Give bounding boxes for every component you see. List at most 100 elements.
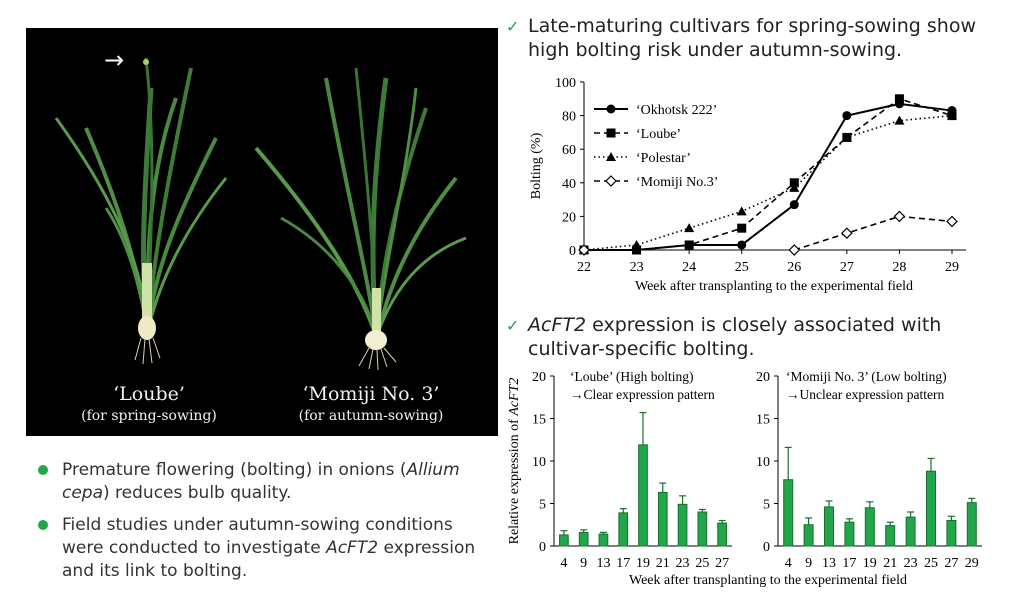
x-tick-label: 17 [842,556,856,571]
y-tick-label: 5 [539,498,546,513]
y-tick-label: 5 [763,498,770,513]
heading-bottom-line2: cultivar-specific bolting. [528,338,755,360]
panel-title: ‘Loube’ (High bolting) [570,369,693,384]
data-point [894,115,905,125]
y-tick-label: 10 [532,455,546,470]
y-axis-label-text: Relative expression of [507,416,522,545]
series-line [584,97,953,251]
bar [559,534,569,547]
y-tick-label: 15 [532,413,546,428]
loube-label: ‘Loube’ [113,383,185,405]
y-tick-label: 10 [756,455,770,470]
x-tick-label: 23 [676,556,690,571]
data-point [578,244,590,256]
momiji-label: ‘Momiji No. 3’ [302,383,440,405]
heading-bottom-line1: AcFT2 expression is closely associated w… [528,313,1018,337]
x-axis-label: Week after transplanting to the experime… [629,573,907,588]
bar-panel-1: 0 5 10 15 20 ‘Momiji No. 3’ (Low bolting) →Unc… [756,369,982,571]
bullet-bolting-pre: Premature flowering (bolting) in onions [62,460,395,480]
arrow-icon: → [104,46,124,74]
x-tick-label: 25 [735,260,749,275]
x-tick-label: 29 [945,260,959,275]
legend-marker [606,128,616,138]
x-tick-label: 25 [695,556,709,571]
x-tick-label: 19 [636,556,650,571]
bolting-line-chart: 0 20 40 60 80 100 22 23 24 25 26 27 28 29 Week after t… [529,76,966,294]
legend-label: ‘Polestar’ [636,151,691,166]
bullet-dot-icon [38,465,48,475]
data-point [737,223,747,233]
data-point [842,111,852,121]
data-point [632,245,642,255]
bullet-dot-icon [38,520,48,530]
x-tick-label: 22 [577,260,591,275]
series-3: ‘Momiji No.3’ [578,175,958,256]
y-tick-label: 80 [562,110,576,125]
panel-subtitle: →Unclear expression pattern [786,387,944,402]
y-tick-label: 60 [562,143,576,158]
bar [783,479,794,547]
heading-bottom-rest: expression is closely associated with [586,314,942,336]
legend-marker [606,104,616,114]
x-tick-label: 27 [840,260,854,275]
x-tick-label: 19 [863,556,877,571]
bullet-bolting-species: Allium cepa [62,460,460,503]
x-tick-label: 28 [892,260,906,275]
onion-photo: → ‘Loube’ (for spring-sowing) ‘Momiji No… [26,28,498,436]
x-tick-label: 4 [560,556,567,571]
bullet-field-studies: Field studies under autumn-sowing condit… [38,514,478,584]
data-point [684,240,694,250]
bar [638,444,648,547]
heading-bolting-risk: ✓ Late-maturing cultivars for spring-sow… [506,14,1016,64]
y-tick-label: 0 [539,540,546,555]
bar [844,521,855,547]
legend-marker [606,152,616,161]
bar [657,491,668,547]
momiji-sub: (for autumn-sowing) [298,408,444,424]
data-point [789,178,799,188]
data-point [946,215,958,228]
x-tick-label: 21 [656,556,670,571]
y-tick-label: 20 [756,370,770,385]
x-tick-label: 17 [616,556,630,571]
x-tick-label: 26 [787,260,801,275]
x-tick-label: 9 [805,556,812,571]
data-point [631,239,642,249]
legend-label: ‘Loube’ [636,127,681,142]
heading-gene: AcFT2 [528,314,587,336]
heading-top-line2: high bolting risk under autumn-sowing. [528,39,903,61]
y-axis-label-gene: AcFT2 [507,378,522,417]
bullet-field-gene: AcFT2 [326,538,379,558]
panel-title: ‘Momiji No. 3’ (Low bolting) [786,369,947,384]
x-tick-label: 25 [924,556,938,571]
x-tick-label: 4 [785,556,792,571]
bullet-bolting-post: ) reduces bulb quality. [103,483,292,503]
panel-subtitle: →Clear expression pattern [570,387,715,402]
data-point [893,210,906,223]
bullet-field-pre: Field studies under autumn-sowing condit… [62,515,453,558]
series-2: ‘Polestar’ [579,110,957,254]
x-tick-label: 23 [630,260,644,275]
data-point [841,227,853,240]
loube-plant [54,57,228,365]
y-axis-label: Relative expression of AcFT2 [507,378,522,545]
x-tick-label: 24 [682,260,696,275]
y-tick-label: 0 [763,540,770,555]
bar [946,520,957,547]
y-tick-label: 20 [562,210,576,225]
x-axis-label: Week after transplanting to the experime… [635,279,913,294]
data-point [947,110,957,120]
x-tick-label: 9 [580,556,587,571]
x-tick-label: 13 [596,556,610,571]
series-line [794,215,953,251]
bar [966,502,977,547]
bullet-field-post: expression and its link to bolting. [62,538,476,581]
bar [618,512,629,547]
heading-bolting-risk-text: Late-maturing cultivars for spring-sowin… [528,14,1018,62]
bar [677,503,688,547]
data-point [789,182,800,192]
bar [905,516,916,547]
bullet-field-text: Field studies under autumn-sowing condit… [62,514,482,583]
data-point [894,94,904,104]
bar [824,506,834,547]
